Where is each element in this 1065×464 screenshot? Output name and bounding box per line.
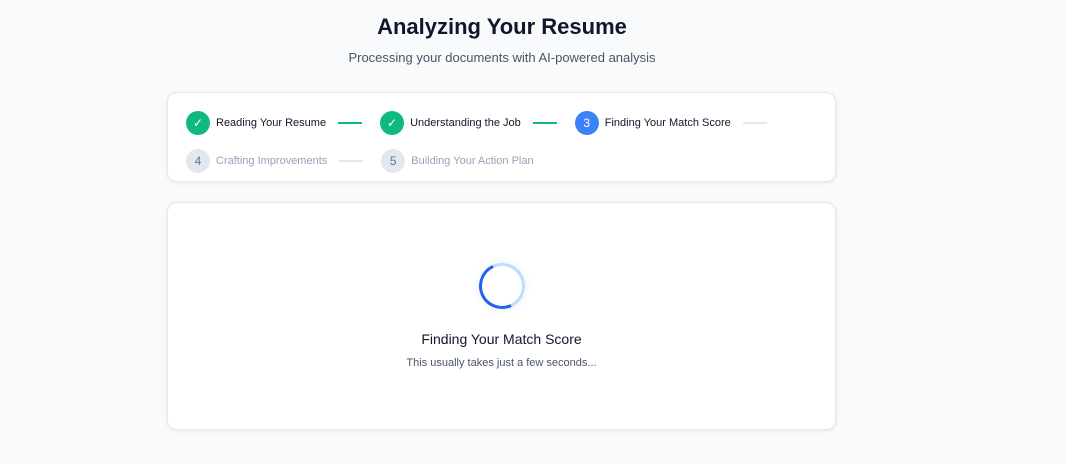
step-label: Reading Your Resume (216, 117, 327, 129)
step-reading-resume: ✓ Reading Your Resume (186, 111, 363, 135)
step-label: Understanding the Job (410, 117, 521, 129)
step-label: Crafting Improvements (216, 155, 328, 167)
loading-panel: Finding Your Match Score This usually ta… (167, 202, 836, 430)
step-connector (339, 160, 364, 162)
step-action-plan: 5 Building Your Action Plan (381, 149, 534, 173)
step-number: 3 (574, 111, 599, 135)
loading-title: Finding Your Match Score (421, 331, 582, 347)
step-label: Finding Your Match Score (604, 117, 731, 129)
check-icon: ✓ (380, 111, 405, 135)
step-connector (532, 122, 557, 124)
page-title: Analyzing Your Resume (377, 14, 627, 39)
step-label: Building Your Action Plan (411, 155, 534, 167)
step-number: 4 (186, 149, 210, 173)
step-number: 5 (381, 149, 406, 173)
loading-message: This usually takes just a few seconds... (406, 357, 597, 369)
step-crafting-improvements: 4 Crafting Improvements (186, 149, 364, 173)
loading-spinner-icon (472, 256, 532, 316)
step-connector (742, 122, 767, 124)
step-understanding-job: ✓ Understanding the Job (380, 111, 557, 135)
step-connector (338, 122, 363, 124)
page-subtitle: Processing your documents with AI-powere… (348, 50, 656, 65)
check-icon: ✓ (186, 111, 210, 135)
progress-stepper: ✓ Reading Your Resume ✓ Understanding the … (167, 92, 836, 182)
step-match-score: 3 Finding Your Match Score (574, 111, 767, 135)
